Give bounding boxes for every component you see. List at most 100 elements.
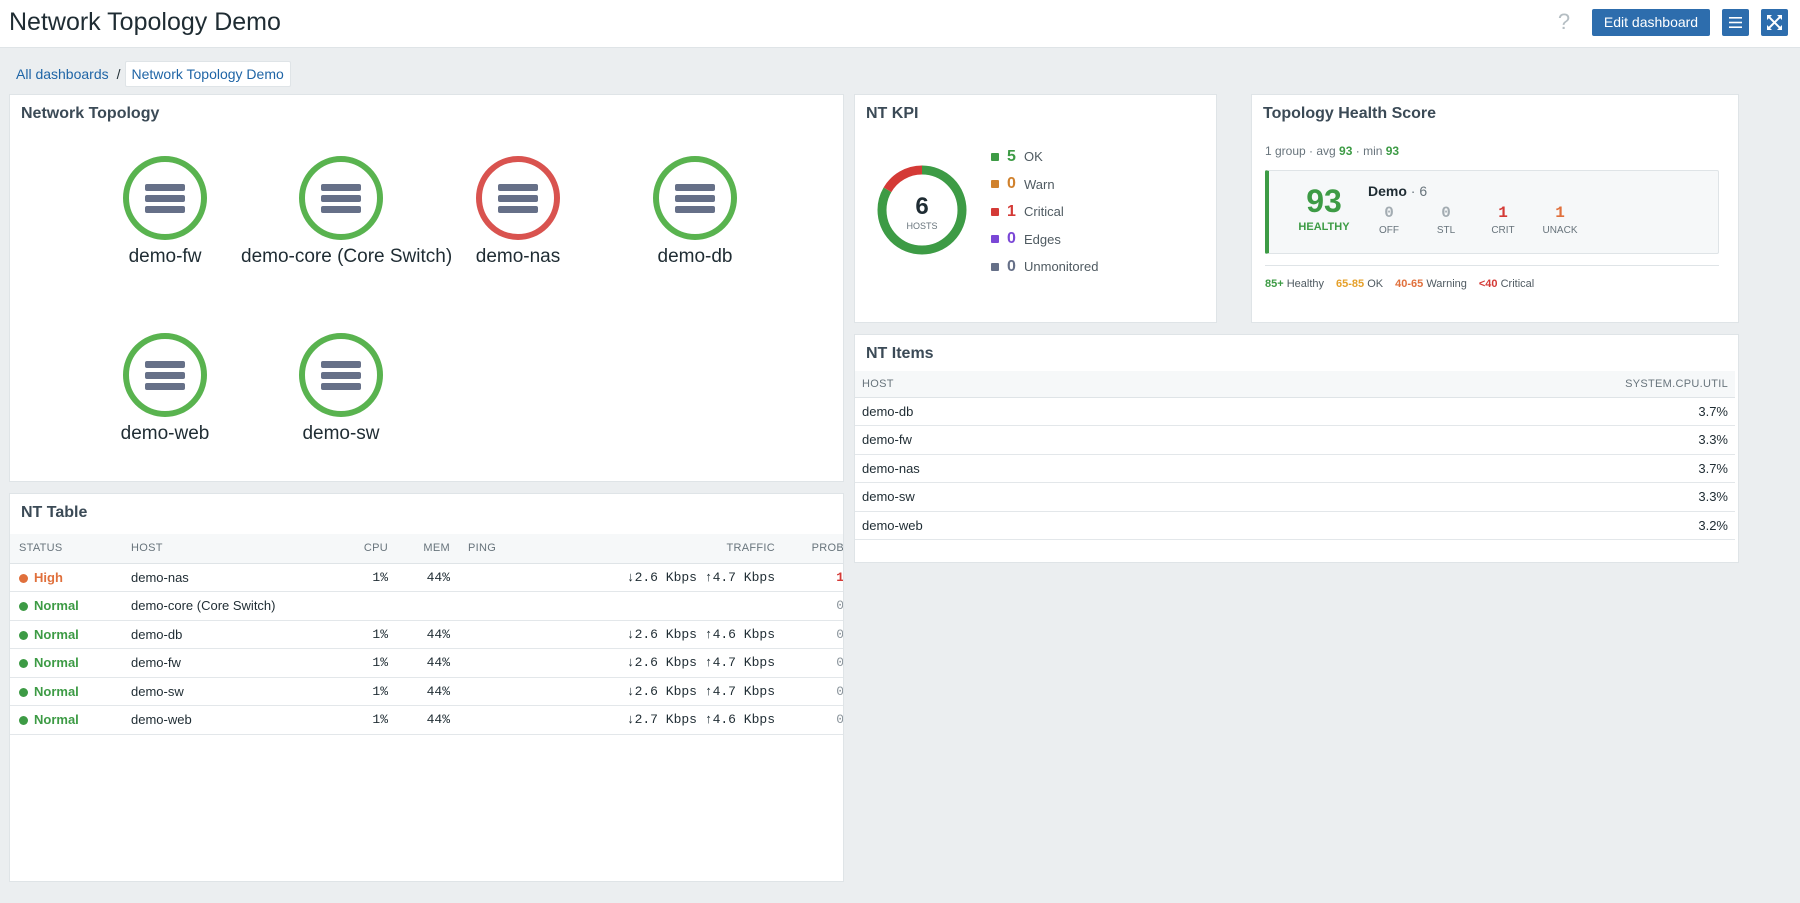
column-header-ping[interactable]: PING xyxy=(459,534,519,564)
host-cell[interactable]: demo-db xyxy=(855,397,1199,426)
kpi-donut: 6 HOSTS xyxy=(877,165,967,255)
topology-node-demo-db[interactable]: demo-db xyxy=(595,156,795,268)
node-label: demo-sw xyxy=(302,423,380,444)
mem-cell: 44% xyxy=(397,620,459,649)
prob-cell[interactable]: 0 xyxy=(784,620,843,649)
prob-cell[interactable]: 1 xyxy=(784,563,843,592)
metric-label: STL xyxy=(1436,225,1456,236)
status-dot xyxy=(19,630,28,640)
host-cell[interactable]: demo-fw xyxy=(855,425,1199,455)
topology-node-demo-sw[interactable]: demo-sw xyxy=(241,333,441,445)
table-row[interactable]: demo-db 3.7% xyxy=(855,397,1735,426)
breadcrumb-current[interactable]: Network Topology Demo xyxy=(124,61,291,87)
health-group-name: Demo · 6 xyxy=(1368,183,1427,199)
table-row[interactable]: Normal demo-db 1% 44% ↓2.6 Kbps ↑4.6 Kbps 0 xyxy=(10,620,843,649)
host-cell[interactable]: demo-core (Core Switch) xyxy=(122,591,347,621)
host-cell[interactable]: demo-web xyxy=(855,511,1199,540)
prob-cell[interactable]: 0 xyxy=(784,648,843,678)
traffic-cell: ↓2.6 Kbps ↑4.6 Kbps xyxy=(519,620,784,649)
kpi-legend-item[interactable]: 5 OK xyxy=(991,143,1098,171)
status-cell: Normal xyxy=(10,620,122,649)
table-row[interactable]: demo-web 3.2% xyxy=(855,511,1735,540)
legend-swatch xyxy=(991,235,999,244)
table-row[interactable]: demo-nas 3.7% xyxy=(855,454,1735,483)
table-row[interactable]: High demo-nas 1% 44% ↓2.6 Kbps ↑4.7 Kbps 1 xyxy=(10,563,843,592)
ping-cell xyxy=(459,620,519,649)
legend-range: 65-85 xyxy=(1336,278,1365,290)
metric-value: 0 xyxy=(1441,204,1451,222)
kpi-legend-item[interactable]: 0 Edges xyxy=(991,226,1098,254)
column-header-traffic[interactable]: TRAFFIC xyxy=(519,534,784,564)
host-cell[interactable]: demo-nas xyxy=(122,563,347,592)
summary-avg: 93 xyxy=(1339,144,1353,158)
cpu-cell: 1% xyxy=(347,648,397,678)
nt-items-widget: NT Items HOST SYSTEM.CPU.UTIL demo-db 3.7… xyxy=(854,334,1739,563)
table-row[interactable]: demo-sw 3.3% xyxy=(855,482,1735,512)
ping-cell xyxy=(459,705,519,735)
column-header-prob[interactable]: PROB xyxy=(784,534,843,564)
host-cell[interactable]: demo-sw xyxy=(855,482,1199,512)
health-metric-stl: 0 STL xyxy=(1426,204,1466,236)
node-label: demo-db xyxy=(657,246,733,267)
prob-cell[interactable]: 0 xyxy=(784,591,843,621)
edit-dashboard-button[interactable]: Edit dashboard xyxy=(1592,9,1710,36)
status-label: High xyxy=(34,569,63,585)
table-row[interactable]: Normal demo-core (Core Switch) 0 xyxy=(10,591,843,621)
legend-item: <40 Critical xyxy=(1479,278,1534,290)
legend-label: Critical xyxy=(1497,278,1535,290)
topology-node-demo-web[interactable]: demo-web xyxy=(65,333,265,445)
traffic-cell: ↓2.6 Kbps ↑4.7 Kbps xyxy=(519,563,784,592)
host-cell[interactable]: demo-web xyxy=(122,705,347,735)
column-header-mem[interactable]: MEM xyxy=(397,534,459,564)
host-cell[interactable]: demo-fw xyxy=(122,648,347,678)
table-row[interactable]: demo-fw 3.3% xyxy=(855,425,1735,455)
server-icon xyxy=(476,156,560,240)
status-cell: Normal xyxy=(10,591,122,621)
widget-title: NT KPI xyxy=(866,105,919,122)
host-cell[interactable]: demo-nas xyxy=(855,454,1199,483)
table-row[interactable]: Normal demo-fw 1% 44% ↓2.6 Kbps ↑4.7 Kbps 0 xyxy=(10,648,843,678)
kpi-legend-item[interactable]: 0 Unmonitored xyxy=(991,253,1098,281)
topology-node-demo-fw[interactable]: demo-fw xyxy=(65,156,265,268)
traffic-cell: ↓2.6 Kbps ↑4.7 Kbps xyxy=(519,677,784,706)
legend-count: 5 xyxy=(1007,147,1016,165)
host-cell[interactable]: demo-db xyxy=(122,620,347,649)
legend-count: 1 xyxy=(1007,202,1016,220)
column-header-cpu[interactable]: CPU xyxy=(347,534,397,564)
table-row[interactable]: Normal demo-web 1% 44% ↓2.7 Kbps ↑4.6 Kbps 0 xyxy=(10,705,843,735)
legend-label: Edges xyxy=(1024,231,1061,247)
breadcrumb-all-dashboards[interactable]: All dashboards xyxy=(16,66,109,82)
column-header-host[interactable]: HOST xyxy=(122,534,347,564)
kpi-legend-item[interactable]: 1 Critical xyxy=(991,198,1098,226)
value-cell: 3.7% xyxy=(1198,454,1735,483)
legend-count: 0 xyxy=(1007,230,1016,248)
menu-button[interactable] xyxy=(1722,9,1749,36)
table-row[interactable]: Normal demo-sw 1% 44% ↓2.6 Kbps ↑4.7 Kbps 0 xyxy=(10,677,843,706)
health-group-card[interactable]: 93 HEALTHY Demo · 6 0 OFF 0 STL 1 CRIT 1 UNACK xyxy=(1265,170,1719,254)
nt-kpi-widget: NT KPI 6 HOSTS 5 OK 0 Warn 1 Critical 0 Edges 0 U… xyxy=(854,94,1217,323)
column-header-status[interactable]: STATUS xyxy=(10,534,122,564)
legend-label: OK xyxy=(1364,278,1384,290)
ping-cell xyxy=(459,648,519,678)
value-cell: 3.2% xyxy=(1198,511,1735,540)
mem-cell: 44% xyxy=(397,677,459,706)
prob-cell[interactable]: 0 xyxy=(784,705,843,735)
health-metric-off: 0 OFF xyxy=(1369,204,1409,236)
column-header-cpu-util[interactable]: SYSTEM.CPU.UTIL xyxy=(1198,371,1735,398)
node-label: demo-core (Core Switch) xyxy=(241,246,453,267)
fullscreen-button[interactable] xyxy=(1761,9,1788,36)
column-header-host[interactable]: HOST xyxy=(855,371,1199,398)
breadcrumb: All dashboards / Network Topology Demo xyxy=(10,61,291,87)
mem-cell: 44% xyxy=(397,563,459,592)
topology-node-demo-core[interactable]: demo-core (Core Switch) xyxy=(241,156,453,268)
host-cell[interactable]: demo-sw xyxy=(122,677,347,706)
topology-node-demo-nas[interactable]: demo-nas xyxy=(418,156,618,268)
metric-value: 0 xyxy=(1384,204,1394,222)
server-icon xyxy=(653,156,737,240)
legend-swatch xyxy=(991,207,999,216)
health-score-widget: Topology Health Score 1 group · avg 93 ·… xyxy=(1251,94,1739,323)
legend-range: <40 xyxy=(1478,278,1498,290)
help-icon[interactable]: ? xyxy=(1557,9,1571,34)
kpi-legend-item[interactable]: 0 Warn xyxy=(991,171,1098,199)
prob-cell[interactable]: 0 xyxy=(784,677,843,706)
